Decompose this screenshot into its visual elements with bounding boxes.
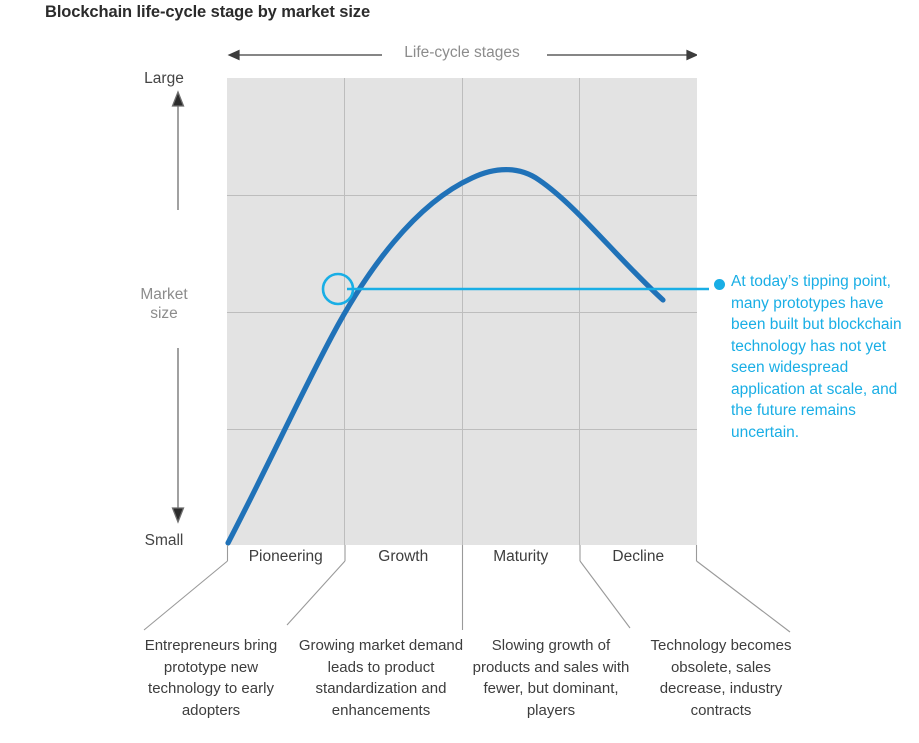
stage-label-growth: Growth xyxy=(378,548,429,565)
stage-label-row: Pioneering Growth Maturity Decline xyxy=(227,548,697,578)
gridline-vertical xyxy=(579,78,580,545)
stage-label-decline: Decline xyxy=(612,548,665,565)
arrow-down-icon xyxy=(171,507,185,524)
y-axis-title: Market size xyxy=(108,285,220,323)
arrow-right-icon xyxy=(686,49,697,61)
stage-label-pioneering: Pioneering xyxy=(248,548,323,565)
stage-descriptions: Entrepreneurs bring prototype new techno… xyxy=(126,635,806,735)
y-axis-bottom-label: Small xyxy=(144,532,184,549)
market-size-axis: Large Market size Small xyxy=(108,70,220,555)
y-axis-top-label: Large xyxy=(144,70,184,87)
gridline-horizontal xyxy=(227,429,697,430)
gridline-horizontal xyxy=(227,195,697,196)
gridline-vertical xyxy=(462,78,463,545)
stage-description-maturity: Slowing growth of products and sales wit… xyxy=(472,637,630,719)
tipping-point-marker xyxy=(321,272,355,306)
y-axis-title-line2: size xyxy=(150,305,178,322)
stage-description-decline: Technology becomes obsolete, sales decre… xyxy=(650,637,792,719)
callout-dot-icon xyxy=(714,279,725,290)
gridline-horizontal xyxy=(227,312,697,313)
arrow-up-icon xyxy=(171,90,185,107)
lifecycle-axis-label: Life-cycle stages xyxy=(404,44,520,61)
stage-description-growth: Growing market demand leads to product s… xyxy=(298,637,464,719)
y-axis-title-line1: Market xyxy=(140,286,188,303)
page-title: Blockchain life-cycle stage by market si… xyxy=(45,3,371,21)
market-size-curve xyxy=(225,167,666,546)
lifecycle-stages-axis: Life-cycle stages xyxy=(227,44,697,66)
callout-text: At today’s tipping point, many prototype… xyxy=(731,273,902,441)
stage-description-pioneering: Entrepreneurs bring prototype new techno… xyxy=(144,637,278,719)
chart-plot-area xyxy=(225,78,709,546)
arrow-left-icon xyxy=(227,49,240,61)
stage-label-maturity: Maturity xyxy=(493,548,549,565)
